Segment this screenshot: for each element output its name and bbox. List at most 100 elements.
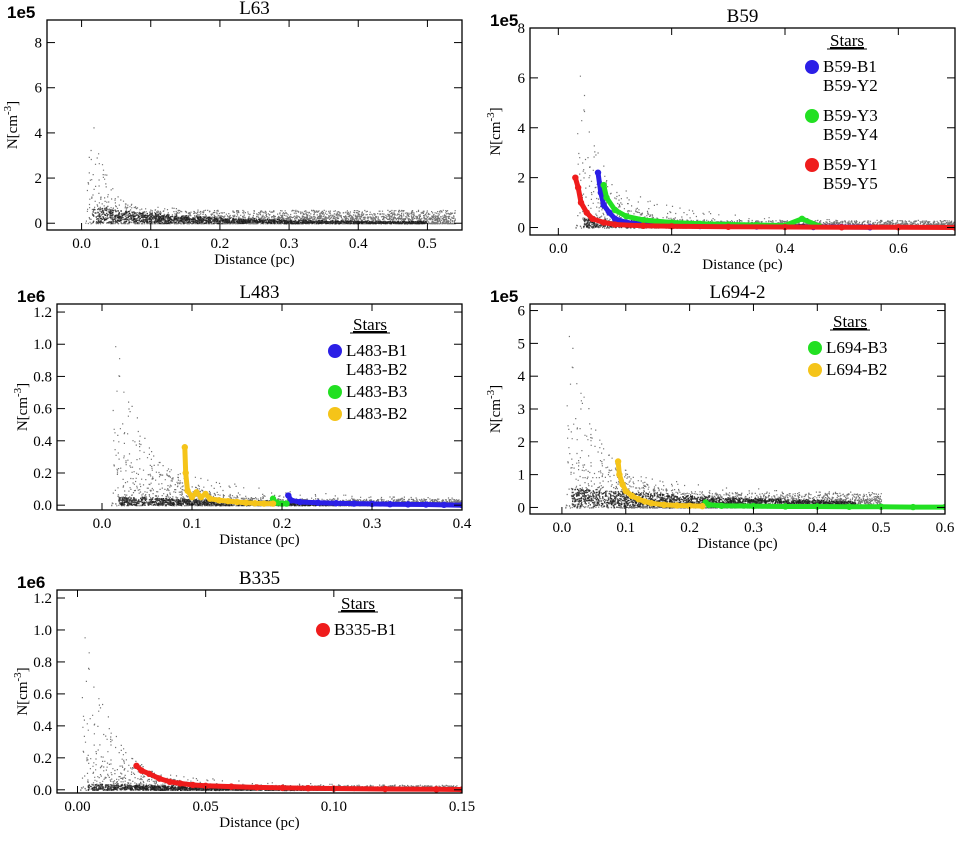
y-tick-label: 0.4	[33, 434, 52, 450]
y-axis-label: N[cm-3]	[12, 667, 31, 715]
y-axis-label: N[cm-3]	[2, 101, 21, 149]
x-tick-label: 0.2	[680, 520, 699, 536]
axis-multiplier: 1e5	[490, 11, 518, 30]
data-point-l483-b1	[314, 499, 322, 506]
data-point-l483-b2	[193, 489, 200, 496]
x-tick-label: 0.10	[321, 799, 347, 815]
data-point-l483-b1	[332, 500, 340, 507]
y-tick-label: 0.6	[33, 687, 52, 703]
y-axis-label: N[cm-3]	[485, 107, 504, 155]
x-tick-label: 0.00	[64, 799, 90, 815]
data-point-l694-b3	[909, 503, 917, 511]
y-tick-label: 0.4	[33, 719, 52, 735]
data-point-l694-b3	[814, 503, 821, 510]
data-point-b335-b1	[133, 762, 140, 770]
legend: Stars B335-B1	[316, 594, 396, 639]
data-point-b59-y3	[603, 194, 610, 201]
x-axis-label: Distance (pc)	[702, 257, 782, 273]
data-point-b59-y1	[895, 224, 902, 231]
panel-b335: 0.00 0.05 0.10 0.15 0.0 0.2 0.4 0.6 0.8 1.0 1.2 B33…	[12, 568, 475, 831]
y-tick-label: 1.0	[33, 623, 52, 639]
data-point-b59-y1	[781, 223, 789, 231]
x-tick-label: 0.3	[744, 520, 763, 536]
series-l483-b2	[181, 444, 277, 507]
chart-title: B59	[727, 6, 759, 27]
legend: Stars L694-B3 L694-B2	[808, 312, 887, 379]
data-point-l694-b3	[782, 503, 789, 510]
x-axis-label: Distance (pc)	[697, 536, 777, 552]
legend-marker	[328, 407, 342, 421]
y-tick-label: 0.2	[33, 751, 52, 767]
y-tick-label: 0.0	[33, 783, 52, 799]
data-point-l694-b2	[635, 496, 642, 503]
data-point-b335-b1	[138, 767, 145, 774]
legend-entry: B335-B1	[334, 620, 396, 639]
legend-entry: L694-B2	[826, 360, 887, 379]
y-tick-label: 8	[518, 21, 526, 37]
plot-frame	[56, 589, 463, 794]
data-point-b59-y1	[589, 215, 596, 222]
data-point-b59-y3	[600, 181, 607, 189]
data-point-l483-b1	[287, 497, 295, 504]
y-axis-label: N[cm-3]	[12, 383, 31, 431]
x-tick-label: 0.6	[889, 241, 908, 257]
legend-title: Stars	[353, 315, 387, 334]
data-point-b59-y3	[623, 213, 630, 220]
panel-b59: 0.0 0.2 0.4 0.6 0 2 4 6 8 B59 Distance (pc) N[cm-3]…	[485, 6, 956, 273]
y-tick-label: 0	[518, 221, 526, 237]
plot-frame	[529, 27, 956, 236]
series-line-l694-b3	[703, 500, 945, 510]
y-tick-label: 1.2	[33, 305, 52, 321]
data-point-b59-y1	[668, 223, 675, 230]
y-tick-label: 0	[518, 500, 526, 516]
legend-entry: L483-B1	[346, 341, 407, 360]
legend-marker	[805, 60, 819, 74]
axis-multiplier: 1e5	[490, 287, 518, 306]
data-point-b59-y1	[600, 219, 607, 226]
x-tick-label: 0.1	[616, 520, 635, 536]
data-point-b59-y1	[577, 199, 585, 206]
x-tick-label: 0.4	[453, 516, 472, 532]
x-axis-label: Distance (pc)	[214, 252, 294, 268]
legend-entry: B59-B1	[823, 57, 877, 76]
legend-entry: L483-B2	[346, 404, 407, 423]
x-tick-label: 0.3	[280, 236, 299, 252]
data-point-l483-b1	[440, 501, 448, 509]
panel-l483: 0.0 0.1 0.2 0.3 0.4 0.0 0.2 0.4 0.6 0.8 1.0 1.2 L483…	[12, 282, 472, 548]
y-tick-label: 1.2	[33, 591, 52, 607]
y-tick-label: 0.0	[33, 498, 52, 514]
series-l694-b3	[702, 499, 945, 511]
y-tick-label: 6	[35, 81, 43, 97]
data-point-l694-b2	[660, 501, 668, 509]
data-point-l694-b2	[619, 481, 626, 488]
y-tick-label: 0.8	[33, 369, 52, 385]
data-point-b59-y1	[725, 223, 732, 230]
series-b59-y1	[572, 174, 955, 231]
data-point-l694-b2	[616, 471, 623, 478]
data-point-b335-b1	[253, 784, 261, 791]
y-tick-label: 2	[518, 435, 526, 451]
legend-entry: B59-Y3	[823, 106, 878, 125]
data-point-l694-b2	[622, 487, 629, 495]
chart-title: L483	[239, 282, 279, 303]
data-point-b335-b1	[166, 778, 173, 786]
data-point-l483-b2	[269, 500, 277, 507]
legend-entry: B59-Y1	[823, 155, 878, 174]
x-tick-label: 0.4	[349, 236, 368, 252]
point-cloud	[575, 75, 955, 229]
data-point-l483-b2	[202, 490, 209, 498]
legend-entry: L483-B3	[346, 382, 407, 401]
x-tick-label: 0.4	[808, 520, 827, 536]
data-point-b59-y1	[583, 209, 590, 216]
legend-entry-sub: B59-Y2	[823, 76, 878, 95]
data-point-b59-y1	[611, 221, 619, 228]
series-l694-b2	[614, 458, 706, 510]
y-tick-label: 4	[518, 369, 526, 385]
y-tick-label: 0.6	[33, 402, 52, 418]
y-tick-label: 4	[518, 121, 526, 137]
data-point-b59-b1	[600, 201, 607, 209]
y-tick-label: 1.0	[33, 337, 52, 353]
data-point-b59-y1	[574, 184, 582, 191]
legend-entry-sub: B59-Y5	[823, 174, 878, 193]
